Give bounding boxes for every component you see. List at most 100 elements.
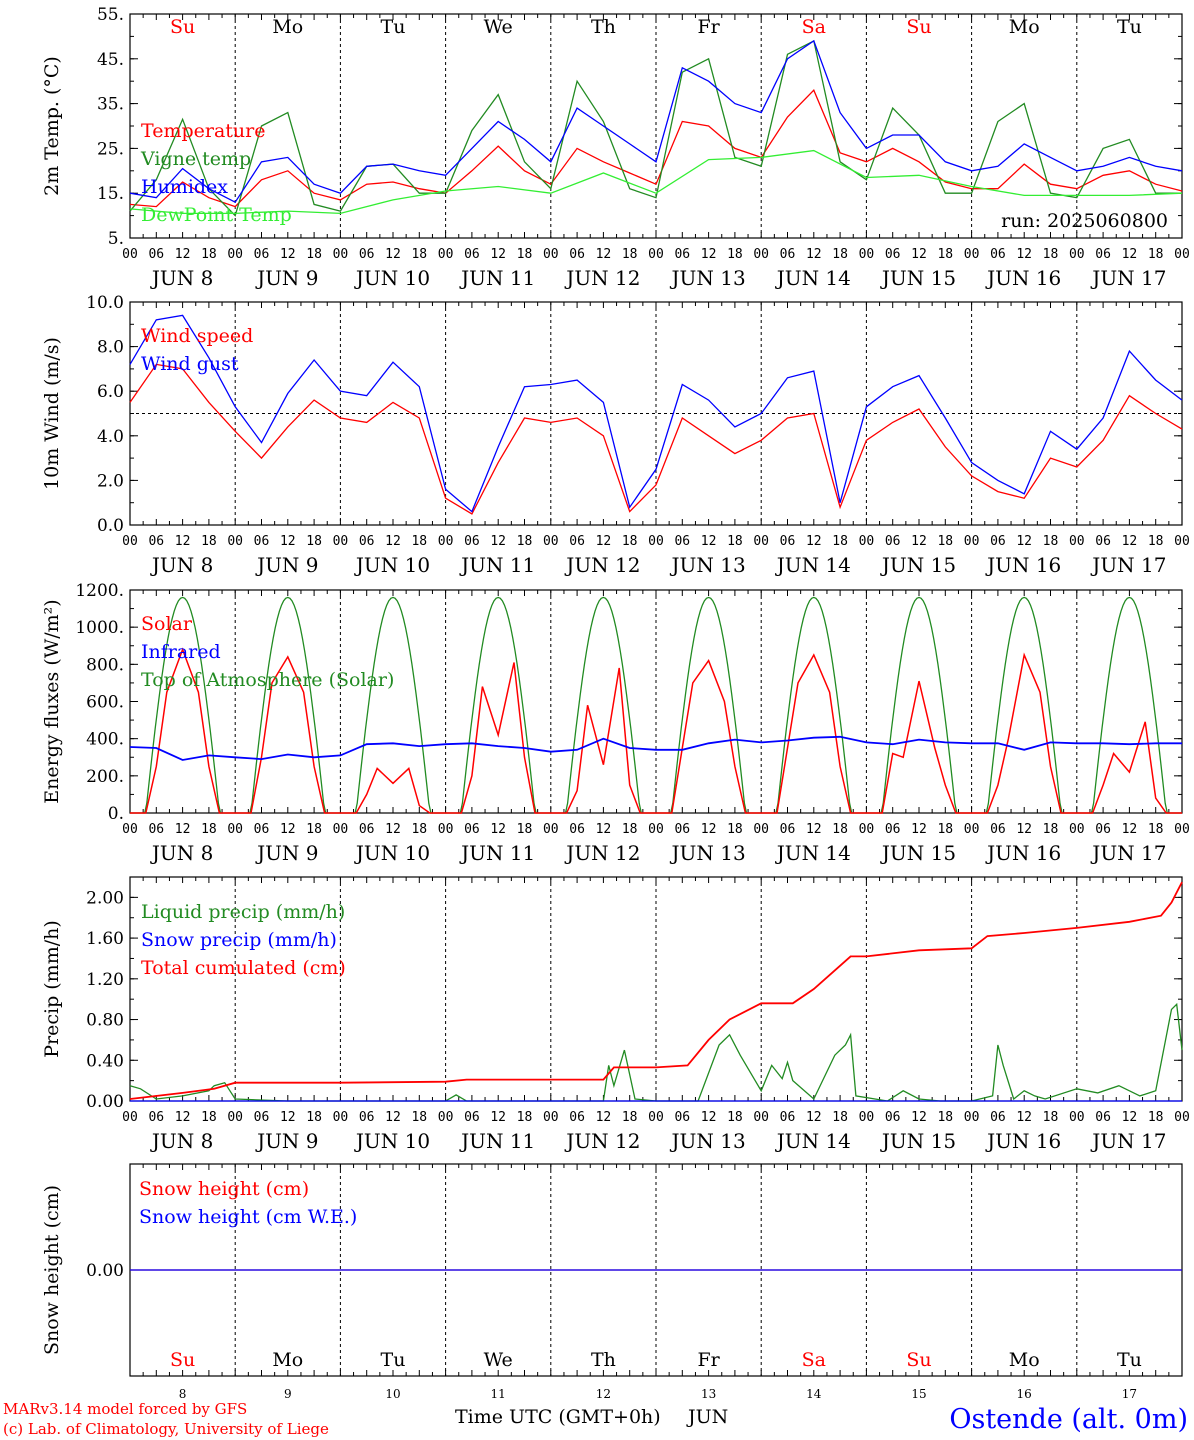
lab-credit: (c) Lab. of Climatology, University of L… bbox=[3, 1420, 329, 1438]
hour-tick-label: 06 bbox=[569, 247, 585, 262]
hour-tick-label: 06 bbox=[148, 1110, 164, 1125]
hour-tick-label: 06 bbox=[990, 534, 1006, 549]
hour-tick-label: 06 bbox=[885, 822, 901, 837]
y-tick-label: 45. bbox=[97, 50, 124, 70]
y-axis-title: 2m Temp. (°C) bbox=[41, 56, 63, 196]
day-name: Tu bbox=[381, 16, 406, 38]
date-label: JUN 15 bbox=[880, 266, 956, 290]
day-name: Fr bbox=[697, 16, 720, 38]
hour-tick-label: 06 bbox=[254, 534, 270, 549]
hour-tick-label: 00 bbox=[964, 534, 980, 549]
hour-tick-label: 18 bbox=[832, 247, 848, 262]
hour-tick-label: 06 bbox=[1095, 1110, 1111, 1125]
day-name: Th bbox=[591, 16, 616, 38]
hour-tick-label: 00 bbox=[333, 534, 349, 549]
hour-tick-label: 12 bbox=[175, 1110, 191, 1125]
hour-tick-label: 06 bbox=[990, 822, 1006, 837]
legend-entry: Wind gust bbox=[141, 353, 239, 375]
day-name: Th bbox=[591, 1349, 616, 1371]
day-name: We bbox=[484, 16, 513, 38]
hour-tick-label: 18 bbox=[411, 247, 427, 262]
y-tick-label: 600. bbox=[86, 693, 124, 713]
day-number: 13 bbox=[701, 1387, 716, 1401]
hour-tick-label: 06 bbox=[464, 1110, 480, 1125]
legend-entry: Snow height (cm) bbox=[139, 1178, 309, 1200]
hour-tick-label: 00 bbox=[1174, 1110, 1190, 1125]
y-tick-label: 1.20 bbox=[86, 970, 124, 990]
hour-tick-label: 18 bbox=[622, 822, 638, 837]
x-axis-title: Time UTC (GMT+0h) bbox=[455, 1406, 661, 1428]
hour-tick-label: 00 bbox=[333, 822, 349, 837]
hour-tick-label: 12 bbox=[806, 822, 822, 837]
hour-tick-label: 12 bbox=[280, 247, 296, 262]
y-tick-label: 0.00 bbox=[86, 1261, 124, 1281]
hour-tick-label: 00 bbox=[648, 247, 664, 262]
series-wind-gust bbox=[129, 314, 1183, 513]
hour-tick-label: 06 bbox=[148, 534, 164, 549]
run-label: run: 2025060800 bbox=[1001, 210, 1168, 232]
day-name: Mo bbox=[272, 1349, 303, 1371]
hour-tick-label: 00 bbox=[122, 534, 138, 549]
date-label: JUN 9 bbox=[255, 1129, 318, 1153]
hour-tick-label: 12 bbox=[596, 247, 612, 262]
hour-tick-label: 18 bbox=[1148, 247, 1164, 262]
date-label: JUN 13 bbox=[670, 841, 746, 865]
hour-tick-label: 12 bbox=[596, 534, 612, 549]
hour-tick-label: 12 bbox=[490, 1110, 506, 1125]
hour-tick-label: 18 bbox=[411, 822, 427, 837]
hour-tick-label: 06 bbox=[569, 1110, 585, 1125]
hour-tick-label: 12 bbox=[911, 534, 927, 549]
hour-tick-label: 06 bbox=[1095, 822, 1111, 837]
series-temperature bbox=[129, 89, 1183, 208]
y-tick-label: 0.40 bbox=[86, 1051, 124, 1071]
hour-tick-label: 00 bbox=[122, 822, 138, 837]
date-label: JUN 8 bbox=[150, 841, 213, 865]
date-label: JUN 9 bbox=[255, 553, 318, 577]
y-axis-title: Precip (mm/h) bbox=[41, 920, 63, 1058]
panel-4: 0.00 0.40 0.80 1.20 1.60 2.00 Precip (mm/h) Liq… bbox=[41, 876, 1190, 1153]
hour-tick-label: 06 bbox=[674, 534, 690, 549]
hour-tick-label: 12 bbox=[806, 1110, 822, 1125]
y-tick-label: 0.00 bbox=[86, 1092, 124, 1112]
hour-tick-label: 00 bbox=[333, 1110, 349, 1125]
hour-tick-label: 12 bbox=[701, 822, 717, 837]
day-number: 17 bbox=[1122, 1387, 1137, 1401]
hour-tick-label: 12 bbox=[175, 822, 191, 837]
y-tick-label: 0.80 bbox=[86, 1011, 124, 1031]
y-tick-label: 10.0 bbox=[86, 293, 124, 313]
legend-entry: Snow height (cm W.E.) bbox=[139, 1206, 357, 1228]
date-label: JUN 15 bbox=[880, 553, 956, 577]
hour-tick-label: 12 bbox=[701, 247, 717, 262]
hour-tick-label: 18 bbox=[517, 1110, 533, 1125]
hour-tick-label: 06 bbox=[464, 822, 480, 837]
model-credit: MARv3.14 model forced by GFS bbox=[3, 1400, 247, 1418]
hour-tick-label: 00 bbox=[227, 822, 243, 837]
hour-tick-label: 18 bbox=[201, 822, 217, 837]
hour-tick-label: 06 bbox=[885, 1110, 901, 1125]
date-label: JUN 10 bbox=[354, 266, 430, 290]
hour-tick-label: 00 bbox=[1069, 822, 1085, 837]
day-name: Su bbox=[906, 16, 931, 38]
day-name: Mo bbox=[1009, 16, 1040, 38]
day-number: 15 bbox=[911, 1387, 926, 1401]
hour-tick-label: 12 bbox=[701, 534, 717, 549]
day-name: Su bbox=[170, 16, 195, 38]
hour-tick-label: 12 bbox=[385, 247, 401, 262]
hour-tick-label: 18 bbox=[306, 822, 322, 837]
hour-tick-label: 12 bbox=[1122, 247, 1138, 262]
hour-tick-label: 12 bbox=[1122, 534, 1138, 549]
date-label: JUN 8 bbox=[150, 1129, 213, 1153]
y-tick-label: 1200. bbox=[75, 581, 124, 601]
date-label: JUN 12 bbox=[564, 553, 640, 577]
y-tick-label: 2.0 bbox=[97, 471, 124, 491]
hour-tick-label: 06 bbox=[569, 822, 585, 837]
hour-tick-label: 00 bbox=[753, 1110, 769, 1125]
panel-3: 0. 200. 400. 600. 800. 1000. 1200. Energy fluxe… bbox=[41, 581, 1190, 865]
hour-tick-label: 06 bbox=[359, 822, 375, 837]
series-vigne-temp bbox=[129, 39, 1182, 217]
hour-tick-label: 18 bbox=[622, 1110, 638, 1125]
hour-tick-label: 06 bbox=[569, 534, 585, 549]
day-name: Su bbox=[170, 1349, 195, 1371]
hour-tick-label: 06 bbox=[359, 247, 375, 262]
date-label: JUN 11 bbox=[459, 1129, 535, 1153]
